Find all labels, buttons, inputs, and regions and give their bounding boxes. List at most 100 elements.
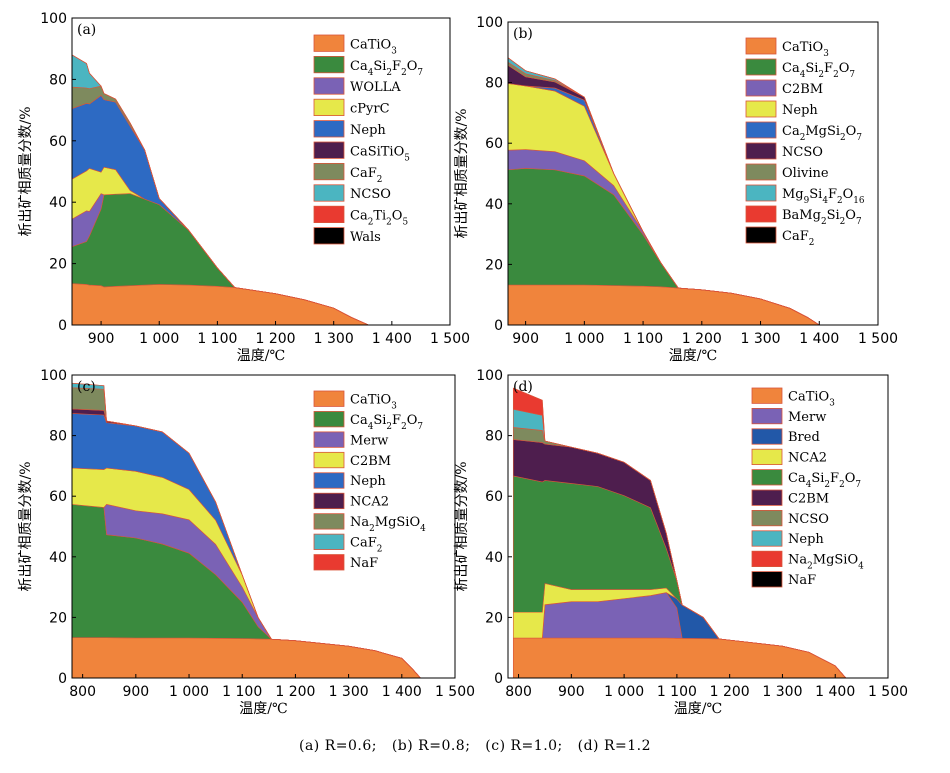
x-tick-label: 1 200	[710, 684, 750, 700]
legend-swatch	[745, 142, 777, 160]
legend-label: NCA2	[350, 495, 389, 510]
legend-swatch	[313, 141, 345, 159]
legend-label: Neph	[350, 123, 386, 138]
x-tick-label: 1 400	[799, 331, 839, 347]
y-tick-label: 0	[494, 671, 503, 687]
legend-label: Wals	[350, 230, 381, 245]
legend-label: CaTiO3	[350, 37, 397, 56]
caption-a: (a) R=0.6;	[299, 738, 377, 754]
chart-panel-0: 0 20 40 60 80 100 900 1 000 1 100 1 200 1 300 1 400…	[18, 11, 470, 364]
legend-label: CaTiO3	[350, 392, 397, 411]
y-tick-label: 20	[49, 610, 67, 626]
y-tick-label: 100	[476, 15, 503, 31]
panel-label: (a)	[77, 22, 96, 38]
legend-label: C2BM	[350, 454, 391, 469]
legend-label: Mg9Si4F2O16	[782, 187, 865, 206]
legend-swatch	[313, 411, 345, 428]
legend-label: Na2MgSiO4	[788, 553, 864, 572]
x-axis-label: 温度/℃	[239, 701, 287, 717]
x-tick-label: 800	[69, 684, 96, 700]
x-axis-label: 温度/℃	[237, 348, 285, 364]
chart-panel-3: 0 20 40 60 80 100 800 900 1 000 1 100 1 200 1 300 1 …	[454, 368, 908, 717]
legend-swatch	[313, 451, 345, 469]
area-CaTiO3	[507, 284, 821, 326]
legend-label: Bred	[788, 430, 820, 445]
legend-label: Neph	[350, 474, 386, 489]
caption-d: (d) R=1.2	[577, 738, 651, 754]
x-tick-label: 1 100	[197, 331, 237, 347]
y-tick-label: 100	[40, 11, 67, 27]
y-tick-label: 80	[49, 429, 67, 445]
y-tick-label: 100	[476, 368, 503, 384]
legend-swatch	[313, 472, 345, 489]
x-tick-label: 800	[505, 684, 532, 700]
y-tick-label: 80	[485, 76, 503, 92]
panel-label: (c)	[77, 379, 96, 395]
legend-swatch	[313, 390, 345, 407]
legend-label: NaF	[788, 573, 816, 588]
legend-swatch	[745, 79, 777, 97]
legend: CaTiO3 Ca4Si2F2O7 WOLLA cPyrC Neph CaSiTiO5 Ca…	[312, 31, 444, 253]
y-tick-label: 60	[49, 134, 67, 150]
plot-frame	[507, 21, 879, 326]
legend-swatch	[751, 428, 783, 445]
legend-label: cPyrC	[350, 102, 390, 117]
legend-swatch	[313, 184, 345, 202]
legend-label: Merw	[788, 410, 826, 425]
legend-swatch	[751, 469, 783, 486]
legend-swatch	[745, 226, 777, 244]
y-tick-label: 20	[485, 257, 503, 273]
chart-panel-1: 0 20 40 60 80 100 900 1 000 1 100 1 200 1 300 1 400…	[454, 15, 898, 364]
legend-swatch	[313, 162, 345, 181]
legend-swatch	[751, 530, 783, 547]
panel-label: (b)	[513, 26, 533, 42]
y-tick-label: 80	[49, 72, 67, 88]
legend-label: CaTiO3	[782, 40, 829, 59]
legend-label: Ca4Si2F2O7	[350, 413, 423, 432]
legend-swatch	[313, 492, 345, 510]
area-CaTiO3	[71, 637, 422, 679]
legend-label: NCSO	[350, 187, 391, 202]
plot-frame	[71, 374, 456, 679]
legend-label: Na2MgSiO4	[350, 515, 426, 534]
x-tick-label: 1 500	[868, 684, 908, 700]
legend-label: Neph	[788, 532, 824, 547]
x-tick-label: 1 100	[222, 684, 262, 700]
y-tick-label: 80	[485, 429, 503, 445]
legend-swatch	[313, 34, 345, 52]
legend-swatch	[751, 571, 783, 588]
x-tick-label: 1 100	[657, 684, 697, 700]
x-tick-label: 1 200	[682, 331, 722, 347]
figure: 0 20 40 60 80 100 900 1 000 1 100 1 200 1 300 1 400…	[18, 11, 908, 717]
x-tick-label: 1 400	[815, 684, 855, 700]
legend-label: CaF2	[782, 229, 814, 248]
legend-swatch	[745, 58, 777, 76]
legend-label: Ca2Ti2O5	[350, 209, 408, 228]
y-tick-label: 0	[494, 318, 503, 334]
panel-label: (d)	[513, 379, 533, 395]
y-axis-label: 析出矿相质量分数/%	[454, 108, 470, 238]
legend: CaTiO3 Ca4Si2F2O7 C2BM Neph Ca2MgSi2O7 NCSO Ol…	[744, 34, 876, 252]
legend-label: Ca4Si2F2O7	[782, 61, 855, 80]
legend-swatch	[313, 205, 345, 223]
legend-label: CaTiO3	[788, 389, 835, 408]
legend-label: CaF2	[350, 166, 382, 185]
x-tick-label: 1 300	[314, 331, 354, 347]
x-tick-label: 1 100	[623, 331, 663, 347]
y-tick-label: 20	[485, 610, 503, 626]
x-tick-label: 1 300	[740, 331, 780, 347]
legend-label: NCSO	[782, 145, 823, 160]
y-tick-label: 40	[485, 550, 503, 566]
legend-swatch	[313, 56, 345, 74]
figure-caption: (a) R=0.6; (b) R=0.8; (c) R=1.0; (d) R=1…	[0, 738, 950, 754]
y-tick-label: 0	[58, 318, 67, 334]
x-axis-label: 温度/℃	[674, 701, 722, 717]
legend-label: Ca2MgSi2O7	[782, 124, 862, 143]
chart-panel-2: 0 20 40 60 80 100 800 900 1 000 1 100 1 200 1 300 1 …	[18, 368, 475, 717]
legend-swatch	[751, 448, 783, 466]
legend-swatch	[745, 100, 777, 118]
legend-swatch	[313, 98, 345, 116]
legend-label: CaF2	[350, 536, 382, 555]
y-tick-label: 0	[58, 671, 67, 687]
